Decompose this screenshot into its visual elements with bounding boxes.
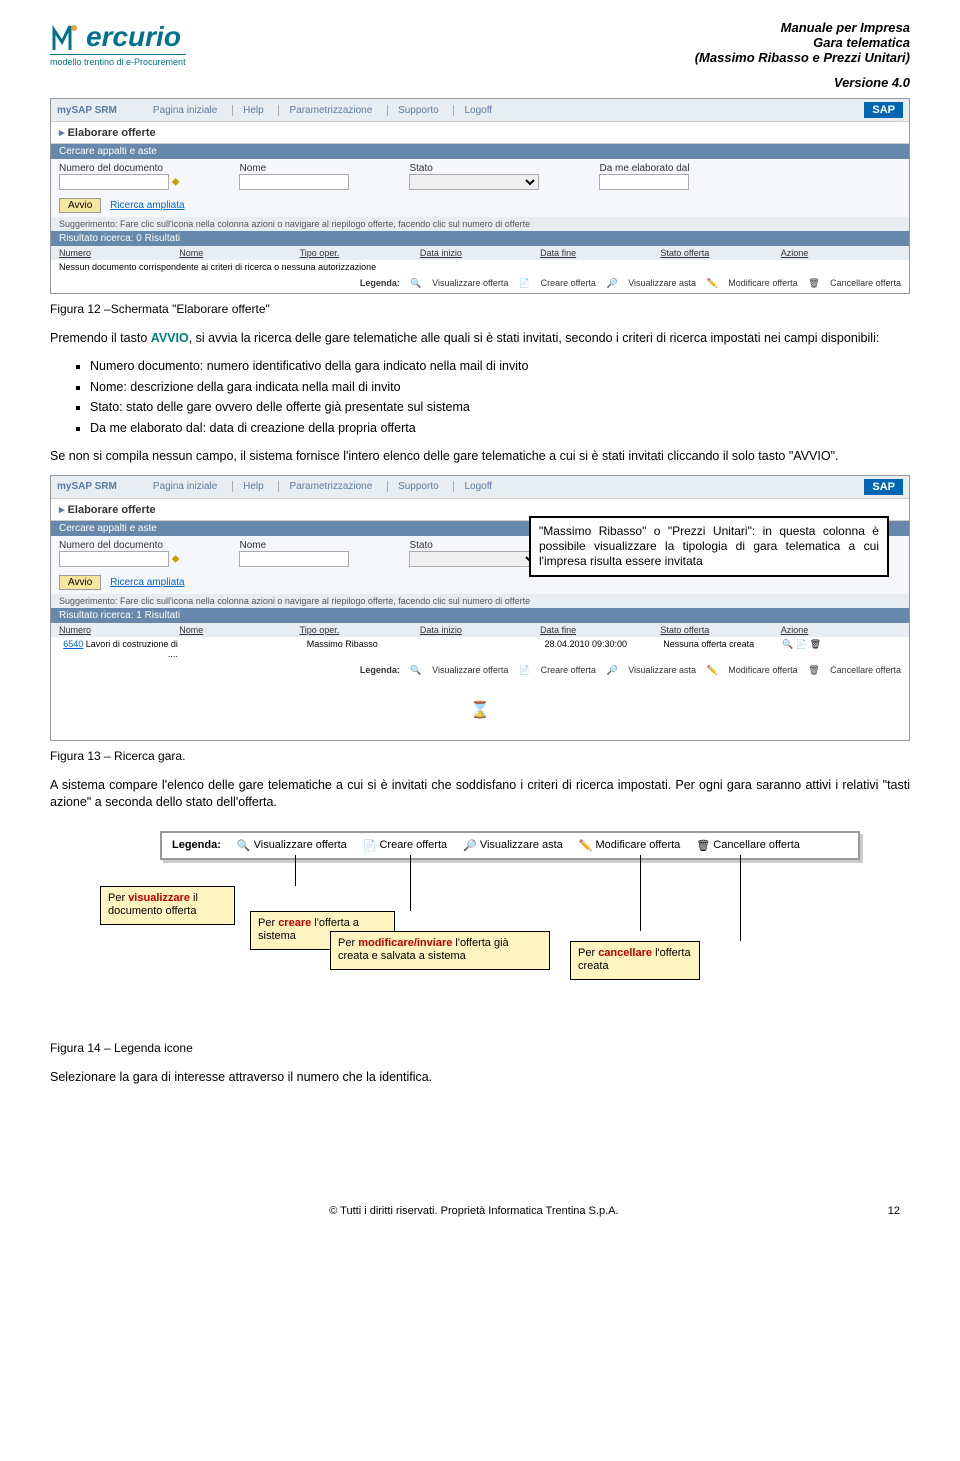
legend-create-icon: 📄 Creare offerta [363, 839, 447, 852]
legend-row: Legenda: 🔍 Visualizzare offerta 📄 Creare… [51, 274, 909, 293]
legend-view-icon: 🔍 Visualizzare offerta [237, 839, 347, 852]
search-header: Cercare appalti e aste [51, 144, 909, 159]
nav-param[interactable]: Parametrizzazione [278, 481, 372, 492]
paragraph-2: Se non si compila nessun campo, il siste… [50, 448, 910, 465]
nav-home[interactable]: Pagina iniziale [143, 481, 218, 492]
nav-help[interactable]: Help [232, 481, 264, 492]
hint-text: Suggerimento: Fare clic sull'icona nella… [51, 594, 909, 608]
list-item: Da me elaborato dal: data di creazione d… [90, 419, 910, 438]
label-dame: Da me elaborato dal [599, 163, 689, 174]
nav-support[interactable]: Supporto [387, 481, 439, 492]
figure-12-caption: Figura 12 –Schermata "Elaborare offerte" [50, 302, 910, 316]
screenshot-2: mySAP SRM Pagina iniziale Help Parametri… [50, 475, 910, 741]
doc-title: Manuale per Impresa Gara telematica (Mas… [695, 20, 910, 90]
avvio-button[interactable]: Avvio [59, 198, 101, 213]
no-results-row: Nessun documento corrispondente ai crite… [51, 260, 909, 274]
hourglass-icon: ⌛ [51, 680, 909, 740]
legend-view-asta-icon: 🔎 Visualizzare asta [463, 839, 563, 852]
table-header: NumeroNomeTipo oper.Data inizioData fine… [51, 623, 909, 637]
figure-14-caption: Figura 14 – Legenda icone [50, 1041, 910, 1055]
label-numero: Numero del documento [59, 163, 179, 174]
logo-text: ercurio [86, 21, 181, 53]
criteria-list: Numero documento: numero identificativo … [90, 357, 910, 438]
advanced-search-link[interactable]: Ricerca ampliata [110, 577, 184, 588]
search-fields: Numero del documento ◆ Nome Stato Da me … [51, 159, 909, 194]
input-nome[interactable] [239, 174, 349, 190]
col-numero: Numero [59, 248, 179, 258]
nav-home[interactable]: Pagina iniziale [143, 105, 218, 116]
page-header: ercurio modello trentino di e-Procuremen… [50, 20, 910, 90]
input-numero[interactable] [59, 551, 169, 567]
note-visualizzare: Per visualizzare il documento offerta [100, 886, 235, 926]
label-numero: Numero del documento [59, 540, 179, 551]
table-header: Numero Nome Tipo oper. Data inizio Data … [51, 246, 909, 260]
nav-logoff[interactable]: Logoff [453, 105, 492, 116]
page-number: 12 [888, 1205, 900, 1217]
figure-13-caption: Figura 13 – Ricerca gara. [50, 749, 910, 763]
title-line2: Gara telematica [695, 35, 910, 50]
input-nome[interactable] [239, 551, 349, 567]
nav-support[interactable]: Supporto [387, 105, 439, 116]
sap-logo: SAP [864, 102, 903, 118]
col-stato: Stato offerta [660, 248, 780, 258]
list-item: Stato: stato delle gare ovvero delle off… [90, 398, 910, 417]
paragraph-1: Premendo il tasto AVVIO, si avvia la ric… [50, 330, 910, 347]
sap-brand: mySAP SRM [57, 105, 117, 116]
elaborate-header: Elaborare offerte [51, 122, 909, 144]
result-header: Risultato ricerca: 1 Risultati [51, 608, 909, 623]
hint-text: Suggerimento: Fare clic sull'icona nella… [51, 217, 909, 231]
advanced-search-link[interactable]: Ricerca ampliata [110, 200, 184, 211]
label-nome: Nome [239, 163, 349, 174]
result-header: Risultato ricerca: 0 Risultati [51, 231, 909, 246]
list-item: Nome: descrizione della gara indicata ne… [90, 378, 910, 397]
sap-brand: mySAP SRM [57, 481, 117, 492]
sap-topbar: mySAP SRM Pagina iniziale Help Parametri… [51, 99, 909, 122]
legend-diagram: Legenda: 🔍 Visualizzare offerta 📄 Creare… [100, 831, 860, 1021]
avvio-button[interactable]: Avvio [59, 575, 101, 590]
footer-copyright: © Tutti i diritti riservati. Proprietà I… [329, 1205, 618, 1217]
legend-bar: Legenda: 🔍 Visualizzare offerta 📄 Creare… [160, 831, 860, 860]
list-item: Numero documento: numero identificativo … [90, 357, 910, 376]
input-dame[interactable] [599, 174, 689, 190]
nav-help[interactable]: Help [232, 105, 264, 116]
version: Versione 4.0 [695, 75, 910, 90]
logo: ercurio modello trentino di e-Procuremen… [50, 20, 186, 67]
note-modificare: Per modificare/inviare l'offerta già cre… [330, 931, 550, 971]
callout-tipo-colonna: "Massimo Ribasso" o "Prezzi Unitari": in… [529, 516, 889, 577]
col-nome: Nome [179, 248, 299, 258]
label-nome: Nome [239, 540, 349, 551]
input-numero[interactable] [59, 174, 169, 190]
label-stato: Stato [409, 163, 539, 174]
nav-logoff[interactable]: Logoff [453, 481, 492, 492]
label-stato: Stato [409, 540, 539, 551]
select-stato[interactable] [409, 551, 539, 567]
sap-logo: SAP [864, 479, 903, 495]
screenshot-1: mySAP SRM Pagina iniziale Help Parametri… [50, 98, 910, 294]
page-footer: © Tutti i diritti riservati. Proprietà I… [50, 1205, 910, 1217]
paragraph-3: A sistema compare l'elenco delle gare te… [50, 777, 910, 811]
note-cancellare: Per cancellare l'offerta creata [570, 941, 700, 981]
col-tipo: Tipo oper. [300, 248, 420, 258]
nav-param[interactable]: Parametrizzazione [278, 105, 372, 116]
legend-modify-icon: ✏️ Modificare offerta [579, 839, 681, 852]
col-fine: Data fine [540, 248, 660, 258]
paragraph-4: Selezionare la gara di interesse attrave… [50, 1069, 910, 1086]
col-inizio: Data inizio [420, 248, 540, 258]
table-row[interactable]: 6540 Lavori di costruzione di .... Massi… [51, 637, 909, 661]
select-stato[interactable] [409, 174, 539, 190]
title-line3: (Massimo Ribasso e Prezzi Unitari) [695, 50, 910, 65]
col-azione: Azione [781, 248, 901, 258]
title-line1: Manuale per Impresa [695, 20, 910, 35]
logo-subtitle: modello trentino di e-Procurement [50, 54, 186, 67]
legend-delete-icon: 🗑 Cancellare offerta [696, 839, 800, 852]
legend-row: Legenda: 🔍 Visualizzare offerta 📄 Creare… [51, 661, 909, 680]
